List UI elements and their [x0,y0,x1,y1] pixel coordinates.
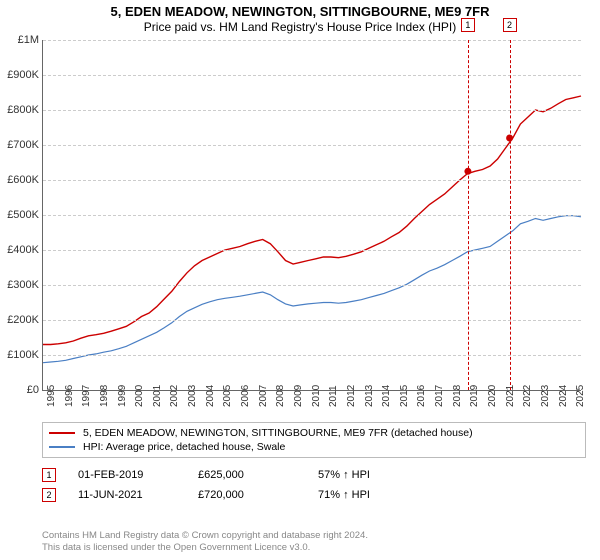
x-axis-label: 2010 [311,385,322,407]
x-axis-label: 2016 [416,385,427,407]
legend-swatch [49,432,75,434]
sale-price: £720,000 [198,489,318,501]
x-axis-label: 2006 [240,385,251,407]
x-axis-label: 2007 [258,385,269,407]
legend-label: 5, EDEN MEADOW, NEWINGTON, SITTINGBOURNE… [83,427,473,439]
y-axis-label: £700K [1,139,39,151]
x-axis-label: 1997 [81,385,92,407]
gridline [43,285,581,286]
gridline [43,215,581,216]
x-axis-label: 2003 [187,385,198,407]
y-axis-label: £500K [1,209,39,221]
series-line [43,96,581,345]
sale-marker-label: 2 [503,18,517,32]
x-axis-label: 2011 [328,385,339,407]
x-axis-label: 2008 [275,385,286,407]
sales-table: 1 01-FEB-2019 £625,000 57% ↑ HPI 2 11-JU… [42,465,438,505]
x-axis-label: 1998 [99,385,110,407]
sale-marker-label: 1 [461,18,475,32]
x-axis-label: 2025 [575,385,586,407]
x-axis-label: 2019 [469,385,480,407]
table-row: 2 11-JUN-2021 £720,000 71% ↑ HPI [42,485,438,505]
x-axis-label: 2013 [364,385,375,407]
gridline [43,355,581,356]
legend-item: HPI: Average price, detached house, Swal… [49,440,579,454]
x-axis-label: 2022 [522,385,533,407]
x-axis-label: 1996 [64,385,75,407]
gridline [43,320,581,321]
sale-id-box: 1 [42,468,56,482]
sale-hpi: 57% ↑ HPI [318,469,438,481]
table-row: 1 01-FEB-2019 £625,000 57% ↑ HPI [42,465,438,485]
x-axis-label: 2024 [558,385,569,407]
sale-vline [510,40,511,390]
x-axis-label: 2015 [399,385,410,407]
x-axis-label: 2018 [452,385,463,407]
y-axis-label: £900K [1,69,39,81]
sale-date: 11-JUN-2021 [78,489,198,501]
gridline [43,75,581,76]
y-axis-label: £100K [1,349,39,361]
legend-swatch [49,446,75,448]
gridline [43,145,581,146]
x-axis-label: 2017 [434,385,445,407]
y-axis-label: £600K [1,174,39,186]
sale-hpi: 71% ↑ HPI [318,489,438,501]
x-axis-label: 2002 [169,385,180,407]
sale-vline [468,40,469,390]
x-axis-label: 2001 [152,385,163,407]
x-axis-label: 1995 [46,385,57,407]
sale-id-box: 2 [42,488,56,502]
x-axis-label: 1999 [117,385,128,407]
x-axis-label: 2020 [487,385,498,407]
y-axis-label: £400K [1,244,39,256]
gridline [43,250,581,251]
x-axis-label: 2009 [293,385,304,407]
x-axis-label: 2023 [540,385,551,407]
footer-attribution: Contains HM Land Registry data © Crown c… [42,530,368,554]
x-axis-label: 2004 [205,385,216,407]
x-axis-label: 2000 [134,385,145,407]
chart-plot-area: £0£100K£200K£300K£400K£500K£600K£700K£80… [42,40,581,391]
gridline [43,180,581,181]
y-axis-label: £200K [1,314,39,326]
footer-line: Contains HM Land Registry data © Crown c… [42,530,368,541]
gridline [43,40,581,41]
y-axis-label: £0 [1,384,39,396]
series-line [43,216,581,363]
x-axis-label: 2005 [222,385,233,407]
y-axis-label: £800K [1,104,39,116]
x-axis-label: 2014 [381,385,392,407]
x-axis-label: 2012 [346,385,357,407]
sale-price: £625,000 [198,469,318,481]
legend: 5, EDEN MEADOW, NEWINGTON, SITTINGBOURNE… [42,422,586,458]
legend-item: 5, EDEN MEADOW, NEWINGTON, SITTINGBOURNE… [49,426,579,440]
gridline [43,110,581,111]
y-axis-label: £1M [1,34,39,46]
y-axis-label: £300K [1,279,39,291]
sale-date: 01-FEB-2019 [78,469,198,481]
legend-label: HPI: Average price, detached house, Swal… [83,441,285,453]
footer-line: This data is licensed under the Open Gov… [42,542,310,553]
chart-title: 5, EDEN MEADOW, NEWINGTON, SITTINGBOURNE… [0,4,600,19]
